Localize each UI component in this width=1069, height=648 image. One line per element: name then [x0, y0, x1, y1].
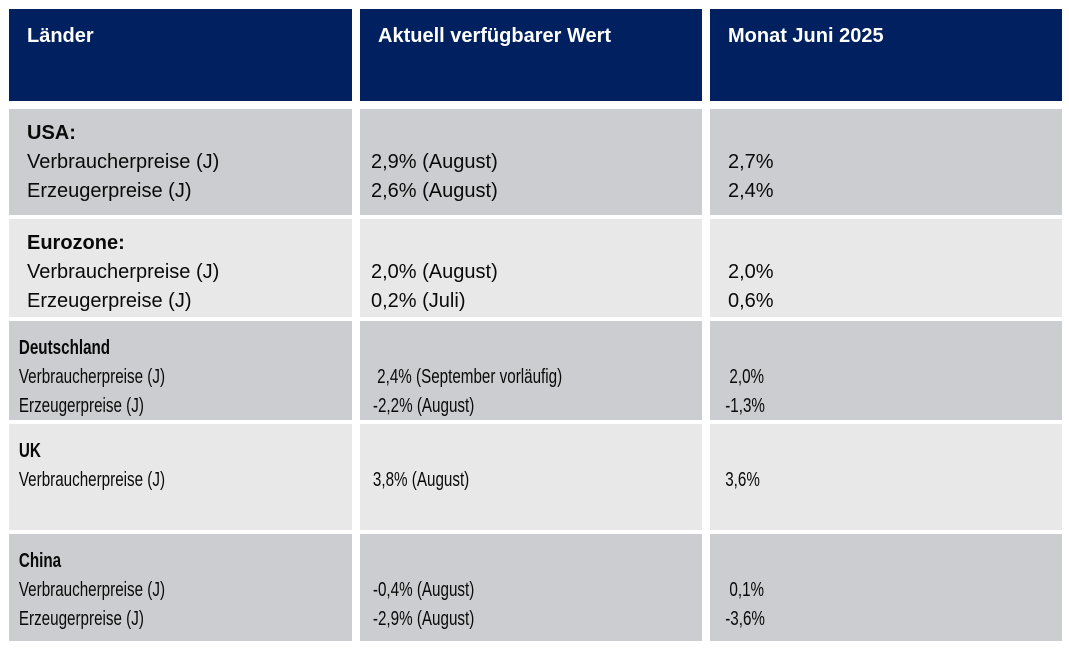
current-value: -2,9% (August) [372, 608, 475, 630]
june-value: 3,6% [725, 469, 760, 491]
metric-label: Erzeugerpreise (J) [18, 608, 144, 630]
cell-country: China Verbraucherpreise (J) Erzeugerprei… [9, 534, 352, 641]
current-value: 2,9% (August) [371, 151, 498, 173]
cell-current-value: 3,8% (August) [360, 424, 702, 530]
cell-june-value: 2,0% 0,6% [710, 219, 1062, 317]
column-header-aktuell-wert: Aktuell verfügbarer Wert [360, 9, 702, 101]
country-name: China [18, 550, 62, 572]
cell-current-value: 2,4% (September vorläufig) -2,2% (August… [360, 321, 702, 420]
cell-country: Eurozone: Verbraucherpreise (J) Erzeuger… [9, 219, 352, 317]
column-header-monat-juni-2025: Monat Juni 2025 [710, 9, 1062, 101]
cell-june-value: 2,0% -1,3% [710, 321, 1062, 420]
metric-label: Verbraucherpreise (J) [18, 366, 166, 388]
june-value: 2,0% [725, 366, 765, 388]
current-value: 2,4% (September vorläufig) [372, 366, 563, 388]
metric-label: Verbraucherpreise (J) [18, 469, 166, 491]
cell-current-value: -0,4% (August) -2,9% (August) [360, 534, 702, 641]
cell-june-value: 3,6% [710, 424, 1062, 530]
cell-country: UK Verbraucherpreise (J) [9, 424, 352, 530]
current-value: 2,6% (August) [371, 180, 498, 202]
current-value: -2,2% (August) [372, 395, 475, 417]
metric-label: Verbraucherpreise (J) [18, 579, 166, 601]
table-row-eurozone: Eurozone: Verbraucherpreise (J) Erzeuger… [9, 219, 1062, 317]
june-value: 0,6% [728, 290, 774, 312]
current-value: 0,2% (Juli) [371, 290, 466, 312]
cell-country: Deutschland Verbraucherpreise (J) Erzeug… [9, 321, 352, 420]
cell-country: USA: Verbraucherpreise (J) Erzeugerpreis… [9, 109, 352, 215]
table-row-usa: USA: Verbraucherpreise (J) Erzeugerpreis… [9, 109, 1062, 215]
table-row-deutschland: Deutschland Verbraucherpreise (J) Erzeug… [9, 321, 1062, 420]
table-row-uk: UK Verbraucherpreise (J) 3,8% (August) 3… [9, 424, 1062, 530]
cell-current-value: 2,9% (August) 2,6% (August) [360, 109, 702, 215]
cell-june-value: 0,1% -3,6% [710, 534, 1062, 641]
metric-label: Erzeugerpreise (J) [18, 395, 144, 417]
country-name: USA: [27, 122, 76, 144]
table-row-china: China Verbraucherpreise (J) Erzeugerprei… [9, 534, 1062, 641]
june-value: 2,4% [728, 180, 774, 202]
current-value: -0,4% (August) [372, 579, 475, 601]
june-value: 0,1% [725, 579, 765, 601]
current-value: 2,0% (August) [371, 261, 498, 283]
country-name: Deutschland [18, 337, 111, 359]
metric-label: Erzeugerpreise (J) [27, 290, 192, 312]
cell-current-value: 2,0% (August) 0,2% (Juli) [360, 219, 702, 317]
metric-label: Verbraucherpreise (J) [27, 151, 220, 173]
current-value: 3,8% (August) [372, 469, 470, 491]
june-value: 2,7% [728, 151, 774, 173]
june-value: -3,6% [725, 608, 765, 630]
metric-label: Erzeugerpreise (J) [27, 180, 192, 202]
country-name: UK [18, 440, 41, 462]
column-header-laender: Länder [9, 9, 352, 101]
cell-june-value: 2,7% 2,4% [710, 109, 1062, 215]
metric-label: Verbraucherpreise (J) [27, 261, 220, 283]
june-value: -1,3% [725, 395, 765, 417]
june-value: 2,0% [728, 261, 774, 283]
table-header-row: Länder Aktuell verfügbarer Wert Monat Ju… [9, 9, 1062, 101]
country-name: Eurozone: [27, 232, 125, 254]
